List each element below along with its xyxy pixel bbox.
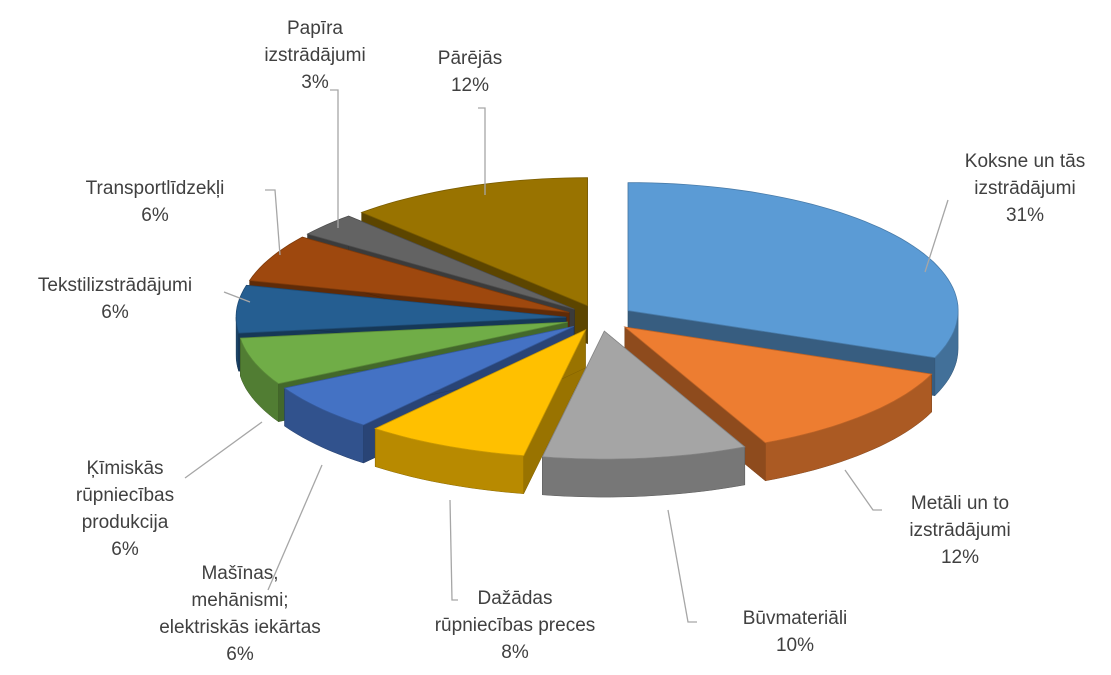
leader-line [223,291,251,303]
value-label: 8% [501,642,529,663]
leader-line [267,464,323,591]
slice [374,329,587,494]
category-label: Papīra izstrādājumi [264,18,366,66]
slice [541,330,746,498]
leader-line [478,107,486,195]
slice-top [627,182,959,359]
category-label: Transportlīdzekļi [85,178,225,199]
category-label: Būvmateriāli [742,608,848,629]
slice-top [248,236,570,313]
leader-line [844,469,882,511]
leader-line [667,509,697,623]
value-label: 12% [940,547,980,568]
data-label: Papīra izstrādājumi 3% [264,15,365,96]
category-label: Koksne un tās izstrādājumi [964,151,1086,199]
slice-top [623,326,933,444]
leader-line [924,199,949,273]
leader-line [265,189,281,256]
slice-top [360,177,588,307]
slice-top [283,326,574,426]
value-label: 31% [1005,205,1045,226]
data-label: Tekstilizstrādājumi 6% [38,272,192,326]
slice-top [239,321,568,385]
value-label: 10% [775,635,815,656]
slice-top [374,329,587,457]
slice-top [306,215,575,310]
category-label: Dažādas rūpniecības preces [434,588,596,636]
leader-line [330,89,339,228]
category-label: Tekstilizstrādājumi [37,275,193,296]
value-label: 6% [226,644,254,665]
leader-line [184,421,263,479]
value-label: 6% [111,539,139,560]
data-label: Mašīnas, mehānismi; elektriskās iekārtas… [159,560,321,668]
data-label: Metāli un to izstrādājumi 12% [909,490,1010,571]
data-label: Būvmateriāli 10% [743,605,848,659]
category-label: Ķīmiskās rūpniecības produkcija [75,458,175,533]
data-label: Ķīmiskās rūpniecības produkcija 6% [76,455,174,563]
value-label: 12% [450,75,490,96]
value-label: 3% [301,72,329,93]
data-label: Pārējās 12% [438,45,502,99]
slice-top [541,330,746,460]
category-label: Metāli un to izstrādājumi [909,493,1011,541]
category-label: Mašīnas, mehānismi; elektriskās iekārtas [159,563,321,638]
data-label: Dažādas rūpniecības preces 8% [435,585,596,666]
data-label: Koksne un tās izstrādājumi 31% [965,148,1085,229]
category-label: Pārējās [437,48,503,69]
value-label: 6% [141,205,169,226]
data-label: Transportlīdzekļi 6% [86,175,225,229]
leader-line [449,499,458,601]
slice-top [235,284,567,334]
value-label: 6% [101,302,129,323]
